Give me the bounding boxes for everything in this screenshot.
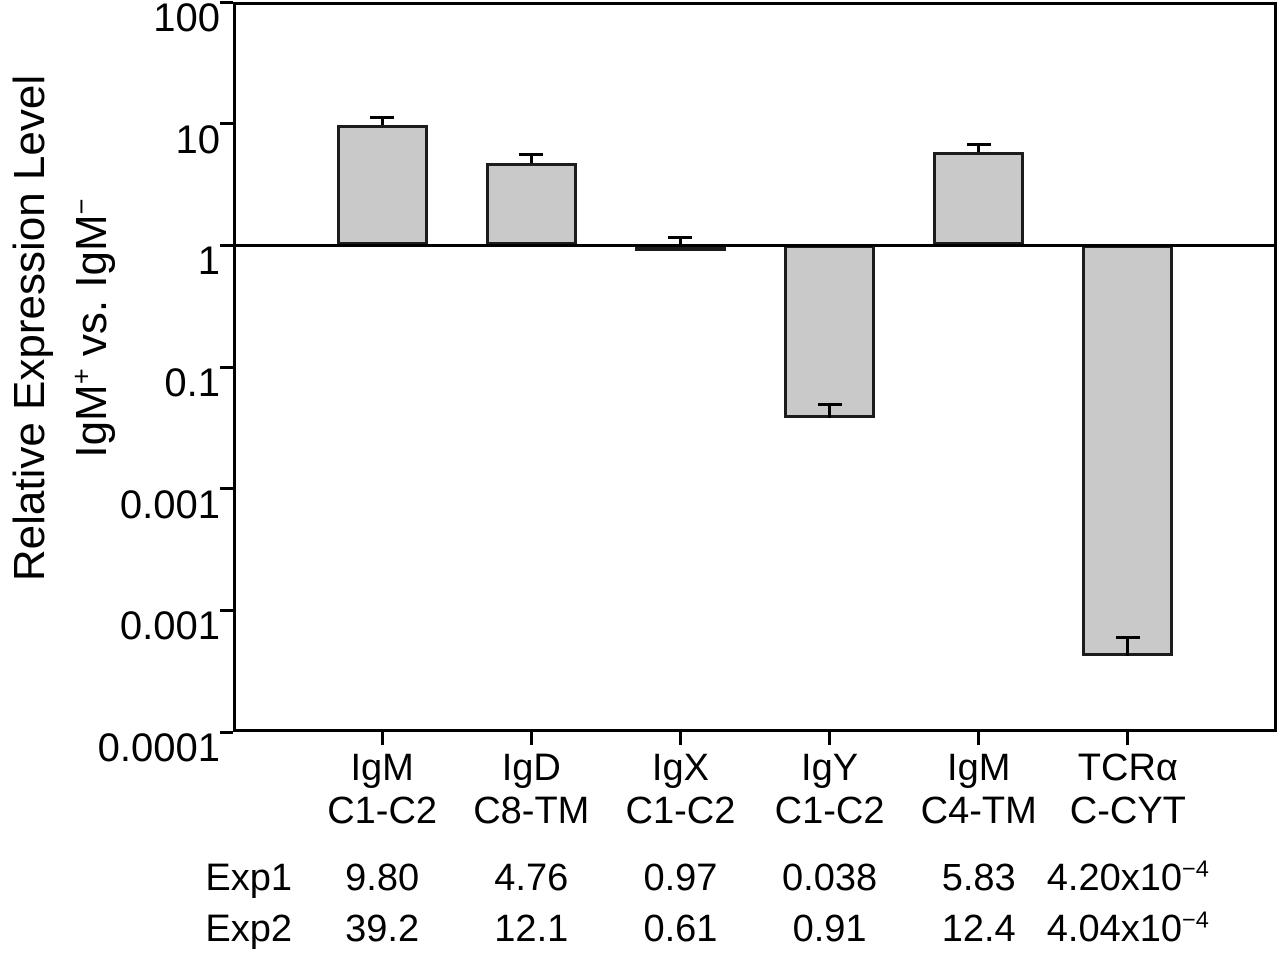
- error-bar-cap: [1115, 635, 1140, 639]
- y-tick-label: 0.1: [164, 361, 220, 405]
- table-cell: 39.2: [345, 908, 420, 950]
- error-bar-stem: [977, 144, 981, 153]
- bar-IgM-C4-TM: [933, 152, 1025, 246]
- table-cell: 5.83: [941, 857, 1016, 899]
- y-tick-label: 100: [153, 0, 220, 40]
- y-tick-label: 10: [175, 117, 221, 162]
- x-tick: [529, 732, 533, 745]
- table-cell: 4.04x10−4: [1046, 906, 1209, 950]
- category-label: IgM C1-C2: [327, 747, 438, 832]
- table-row-label: Exp2: [205, 908, 292, 950]
- y-tick-label: 0.001: [119, 482, 220, 527]
- y-tick: [220, 608, 233, 612]
- x-tick: [380, 732, 384, 745]
- error-bar-cap: [519, 152, 544, 156]
- table-cell: 4.76: [494, 857, 569, 899]
- table-cell: 0.91: [792, 908, 867, 950]
- error-bar-cap: [668, 235, 693, 239]
- bar-IgD-C8-TM: [485, 162, 577, 246]
- error-bar-cap: [370, 115, 395, 119]
- table-cell: 0.97: [643, 857, 718, 899]
- x-tick: [1126, 732, 1130, 745]
- x-tick: [678, 732, 682, 745]
- y-tick-label: 1: [197, 239, 220, 284]
- baseline-line: [233, 243, 1277, 247]
- table-cell: 9.80: [345, 857, 420, 899]
- plot-border: [233, 2, 1277, 732]
- y-tick: [220, 487, 233, 491]
- category-label: IgM C4-TM: [920, 747, 1037, 832]
- table-cell: 0.038: [782, 857, 878, 899]
- table-cell: 0.61: [643, 908, 718, 950]
- x-tick: [828, 732, 832, 745]
- error-bar-stem: [380, 117, 384, 125]
- y-tick: [220, 0, 233, 4]
- error-bar-stem: [828, 404, 832, 419]
- bar-IgM-C1-C2: [336, 124, 428, 246]
- category-label: TCRα C-CYT: [1069, 747, 1186, 832]
- error-bar-cap: [966, 142, 991, 146]
- error-bar-stem: [529, 154, 533, 163]
- table-cell: 12.4: [941, 908, 1016, 950]
- table-cell: 4.20x10−4: [1046, 855, 1209, 899]
- error-bar-stem: [1126, 637, 1130, 657]
- y-tick: [220, 122, 233, 126]
- category-label: IgD C8-TM: [473, 747, 590, 832]
- y-tick-label: 0.0001: [97, 726, 220, 770]
- y-tick: [220, 730, 233, 734]
- y-tick-label: 0.001: [119, 604, 220, 649]
- error-bar-cap: [817, 403, 842, 407]
- y-axis-title-line1: Relative Expression Level: [5, 74, 54, 582]
- category-label: IgX C1-C2: [625, 747, 736, 832]
- table-cell: 12.1: [494, 908, 569, 950]
- x-tick: [977, 732, 981, 745]
- error-bar-stem: [678, 237, 682, 247]
- y-tick: [220, 365, 233, 369]
- y-tick: [220, 243, 233, 247]
- table-row-label: Exp1: [205, 857, 292, 899]
- y-axis-title-line2: IgM+ vs. IgM−: [65, 198, 116, 458]
- category-label: IgY C1-C2: [774, 747, 885, 832]
